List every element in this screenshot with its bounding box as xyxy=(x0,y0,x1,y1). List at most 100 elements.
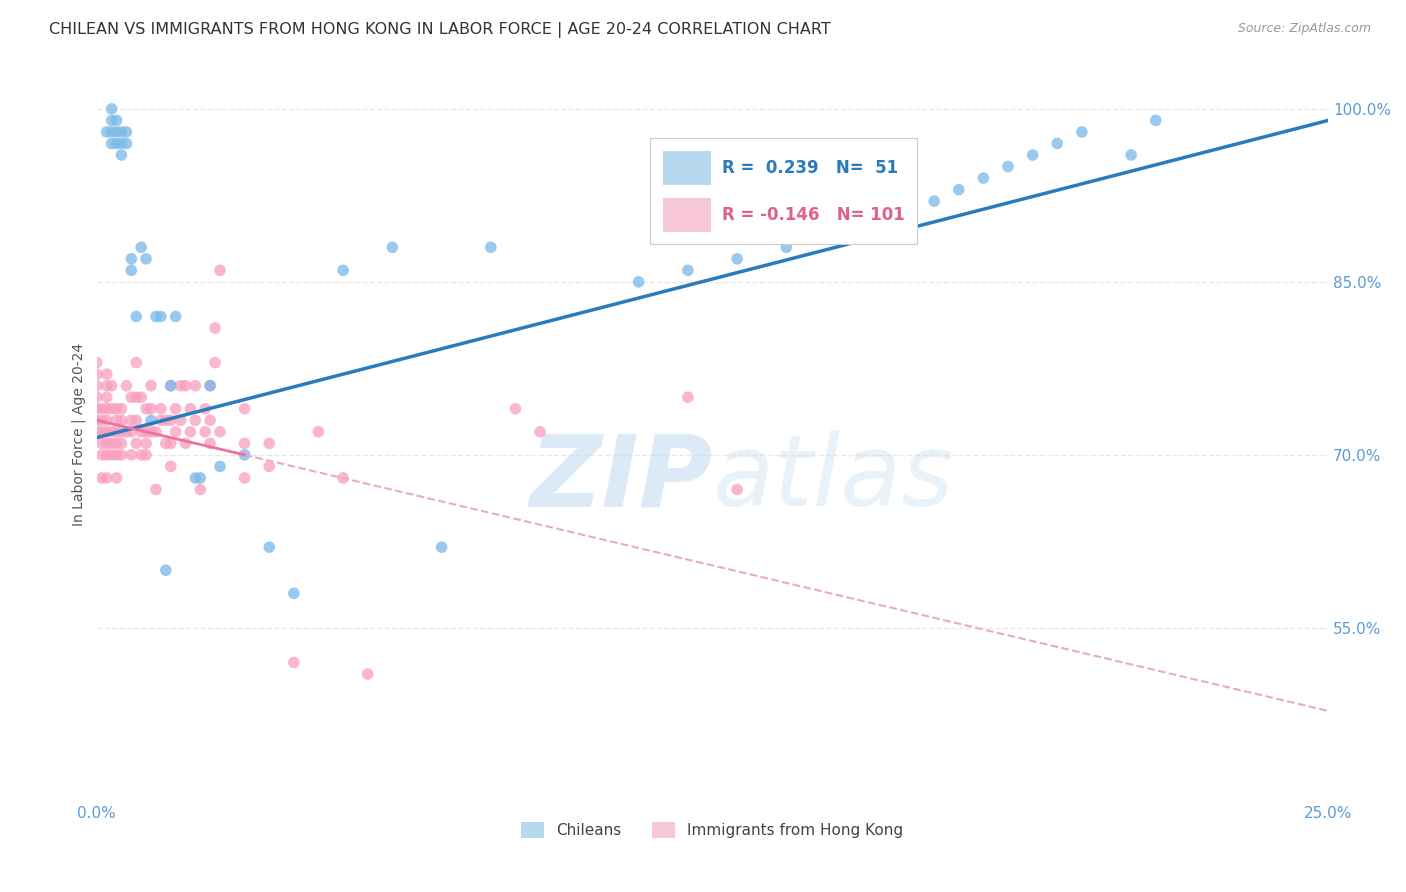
Point xyxy=(159,436,181,450)
Point xyxy=(120,448,142,462)
Point xyxy=(90,401,112,416)
Point xyxy=(676,263,699,277)
Point xyxy=(125,310,148,324)
Point xyxy=(184,413,207,427)
Point xyxy=(120,263,142,277)
Point xyxy=(105,125,128,139)
Point xyxy=(169,413,191,427)
Text: CHILEAN VS IMMIGRANTS FROM HONG KONG IN LABOR FORCE | AGE 20-24 CORRELATION CHAR: CHILEAN VS IMMIGRANTS FROM HONG KONG IN … xyxy=(49,22,831,38)
Point xyxy=(125,390,148,404)
Point xyxy=(283,586,305,600)
Point xyxy=(184,471,207,485)
Point xyxy=(96,471,118,485)
Point xyxy=(179,401,201,416)
Point xyxy=(86,401,108,416)
Point xyxy=(676,390,699,404)
Point xyxy=(86,356,108,370)
Point xyxy=(159,413,181,427)
Point xyxy=(115,378,138,392)
Point xyxy=(725,483,748,497)
Point xyxy=(86,390,108,404)
Point xyxy=(120,413,142,427)
Point xyxy=(159,378,181,392)
Point xyxy=(86,378,108,392)
Point xyxy=(120,425,142,439)
Point xyxy=(96,367,118,381)
Point xyxy=(129,390,152,404)
Point xyxy=(125,436,148,450)
Point xyxy=(204,321,226,335)
Point xyxy=(96,425,118,439)
Point xyxy=(997,160,1019,174)
Point xyxy=(529,425,551,439)
Point xyxy=(105,413,128,427)
Point xyxy=(100,425,122,439)
Point xyxy=(725,252,748,266)
Point xyxy=(96,413,118,427)
Point xyxy=(105,401,128,416)
Point xyxy=(198,413,221,427)
Point xyxy=(208,459,231,474)
Point xyxy=(1121,148,1143,162)
Point xyxy=(145,425,167,439)
Point xyxy=(188,471,211,485)
Point xyxy=(139,378,162,392)
Point xyxy=(100,125,122,139)
Point xyxy=(139,425,162,439)
Point xyxy=(505,401,527,416)
Point xyxy=(100,136,122,151)
Point xyxy=(165,425,187,439)
Point xyxy=(110,136,132,151)
Point xyxy=(208,425,231,439)
Text: Source: ZipAtlas.com: Source: ZipAtlas.com xyxy=(1237,22,1371,36)
Point xyxy=(149,413,172,427)
Point xyxy=(824,228,846,243)
Point xyxy=(775,240,797,254)
Point xyxy=(873,205,896,219)
Point xyxy=(90,471,112,485)
Point xyxy=(139,413,162,427)
Point xyxy=(184,378,207,392)
Point xyxy=(110,436,132,450)
Point xyxy=(86,413,108,427)
Point xyxy=(174,436,197,450)
Point xyxy=(357,667,380,681)
Point xyxy=(194,425,217,439)
Point xyxy=(174,378,197,392)
Point xyxy=(332,263,354,277)
Point xyxy=(105,436,128,450)
Point xyxy=(155,563,177,577)
Point xyxy=(922,194,945,209)
Point xyxy=(105,113,128,128)
Point xyxy=(1070,125,1092,139)
Point xyxy=(115,136,138,151)
Point xyxy=(165,401,187,416)
Point xyxy=(96,378,118,392)
Point xyxy=(96,390,118,404)
Point xyxy=(198,436,221,450)
Point xyxy=(479,240,502,254)
Point xyxy=(96,125,118,139)
Point xyxy=(90,413,112,427)
Point xyxy=(135,448,157,462)
Point xyxy=(139,401,162,416)
Point xyxy=(96,436,118,450)
Point xyxy=(1021,148,1043,162)
Point xyxy=(129,448,152,462)
Point xyxy=(159,378,181,392)
Point xyxy=(283,656,305,670)
Point xyxy=(120,252,142,266)
Point xyxy=(110,125,132,139)
Point xyxy=(90,425,112,439)
Point xyxy=(1046,136,1069,151)
Point xyxy=(257,436,280,450)
Point xyxy=(125,413,148,427)
Point xyxy=(105,136,128,151)
Point xyxy=(105,448,128,462)
Point xyxy=(233,436,256,450)
Point xyxy=(308,425,330,439)
Point xyxy=(233,448,256,462)
Point xyxy=(332,471,354,485)
Point xyxy=(149,310,172,324)
Point xyxy=(100,401,122,416)
